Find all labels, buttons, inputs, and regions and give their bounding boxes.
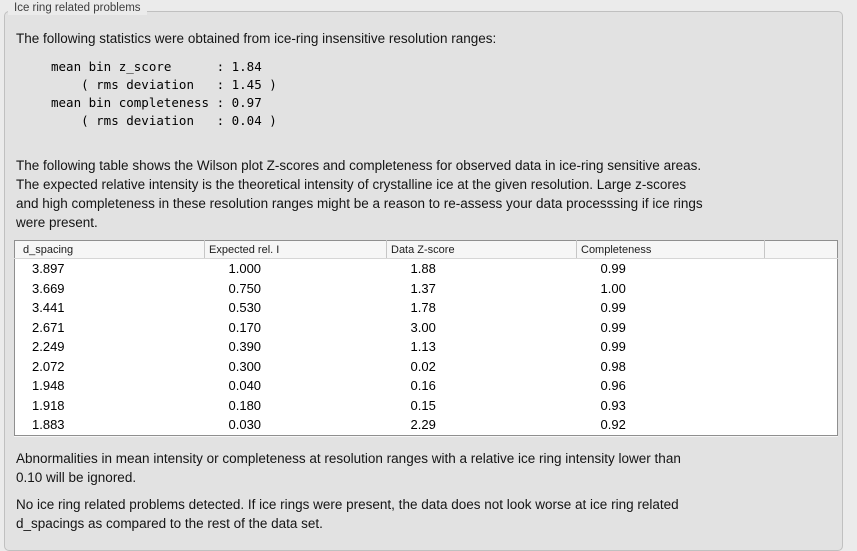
cell-filler	[765, 318, 838, 338]
cell-filler	[765, 259, 838, 279]
table-row[interactable]: 3.441 0.530 1.78 0.99	[15, 298, 838, 318]
cell-data-z-score: 0.15	[410, 397, 436, 413]
cell-data-z-score: 1.88	[410, 261, 436, 276]
note-conclusion: No ice ring related problems detected. I…	[16, 497, 679, 531]
statistics-block: mean bin z_score : 1.84 ( rms deviation …	[51, 59, 277, 128]
cell-expected-rel-i: 0.750	[228, 280, 262, 296]
table-row[interactable]: 1.948 0.040 0.16 0.96	[15, 376, 838, 396]
cell-d-spacing: 2.072	[32, 358, 65, 374]
table-row[interactable]: 2.072 0.300 0.02 0.98	[15, 357, 838, 377]
column-header-d-spacing[interactable]: d_spacing	[14, 240, 205, 259]
cell-data-z-score: 0.02	[410, 358, 436, 374]
column-header-filler	[764, 240, 838, 259]
cell-expected-rel-i: 0.390	[228, 339, 262, 354]
note-ignore-threshold: Abnormalities in mean intensity or compl…	[16, 451, 681, 485]
cell-completeness: 0.98	[600, 358, 626, 374]
cell-filler	[765, 415, 838, 435]
cell-d-spacing: 1.948	[32, 378, 65, 393]
table-row[interactable]: 2.249 0.390 1.13 0.99	[15, 337, 838, 357]
cell-d-spacing: 1.883	[32, 417, 65, 432]
table-row[interactable]: 1.883 0.030 2.29 0.92	[15, 415, 838, 435]
column-header-data-z-score[interactable]: Data Z-score	[386, 240, 577, 259]
table-row[interactable]: 2.671 0.170 3.00 0.99	[15, 318, 838, 338]
cell-completeness: 0.99	[600, 300, 626, 315]
cell-d-spacing: 3.669	[32, 280, 65, 296]
table-description-text: The following table shows the Wilson plo…	[16, 158, 703, 230]
cell-completeness: 0.99	[600, 261, 626, 276]
statistics-intro-text: The following statistics were obtained f…	[16, 31, 497, 46]
table-row[interactable]: 3.897 1.000 1.88 0.99	[15, 259, 838, 279]
cell-d-spacing: 3.897	[32, 261, 65, 276]
cell-expected-rel-i: 0.170	[228, 319, 262, 335]
cell-completeness: 0.99	[600, 319, 626, 335]
cell-d-spacing: 2.249	[32, 339, 65, 354]
cell-data-z-score: 1.37	[410, 280, 436, 296]
cell-filler	[765, 337, 838, 357]
cell-completeness: 0.99	[600, 339, 626, 354]
cell-d-spacing: 2.671	[32, 319, 65, 335]
cell-data-z-score: 3.00	[410, 319, 436, 335]
cell-expected-rel-i: 0.030	[228, 417, 262, 432]
cell-expected-rel-i: 0.530	[228, 300, 262, 315]
cell-expected-rel-i: 0.040	[228, 378, 262, 393]
cell-expected-rel-i: 1.000	[228, 261, 262, 276]
panel-title: Ice ring related problems	[8, 2, 147, 15]
cell-data-z-score: 0.16	[410, 378, 436, 393]
cell-filler	[765, 279, 838, 299]
cell-expected-rel-i: 0.180	[228, 397, 262, 413]
cell-completeness: 0.96	[600, 378, 626, 393]
column-header-expected-rel-i[interactable]: Expected rel. I	[204, 240, 387, 259]
cell-completeness: 1.00	[600, 280, 626, 296]
column-header-completeness[interactable]: Completeness	[576, 240, 765, 259]
cell-filler	[765, 376, 838, 396]
cell-completeness: 0.92	[600, 417, 626, 432]
cell-expected-rel-i: 0.300	[228, 358, 262, 374]
ice-ring-table: d_spacing Expected rel. I Data Z-score C…	[14, 240, 838, 436]
cell-data-z-score: 1.13	[410, 339, 436, 354]
cell-completeness: 0.93	[600, 397, 626, 413]
table-row[interactable]: 3.669 0.750 1.37 1.00	[15, 279, 838, 299]
cell-filler	[765, 357, 838, 377]
cell-d-spacing: 1.918	[32, 397, 65, 413]
ice-ring-problems-panel: The following statistics were obtained f…	[4, 11, 843, 551]
cell-filler	[765, 298, 838, 318]
cell-data-z-score: 2.29	[410, 417, 436, 432]
table-header-row: d_spacing Expected rel. I Data Z-score C…	[14, 240, 838, 259]
table-row[interactable]: 1.918 0.180 0.15 0.93	[15, 396, 838, 416]
cell-data-z-score: 1.78	[410, 300, 436, 315]
cell-filler	[765, 396, 838, 416]
cell-d-spacing: 3.441	[32, 300, 65, 315]
